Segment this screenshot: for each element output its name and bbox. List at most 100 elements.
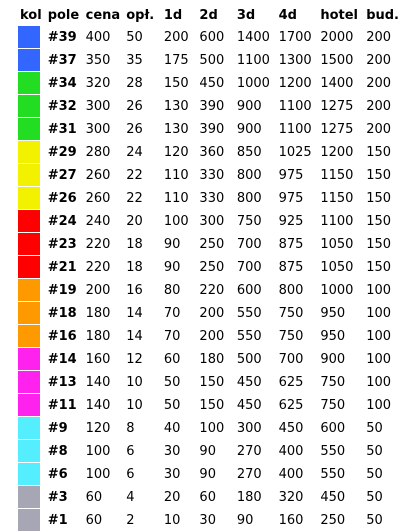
cell-4d: 625 <box>278 397 304 413</box>
cell-bud: 100 <box>366 397 392 413</box>
cell-cena: 260 <box>85 190 111 206</box>
table-row: #26 260 22 110 330 800 975 1150 150 <box>18 187 401 209</box>
cell-4d: 750 <box>278 328 304 344</box>
cell-cena: 320 <box>85 75 111 91</box>
color-swatch <box>18 141 40 163</box>
cell-cena: 180 <box>85 328 111 344</box>
color-swatch <box>18 118 40 140</box>
table-row: #23 220 18 90 250 700 875 1050 150 <box>18 233 401 255</box>
cell-1d: 150 <box>163 75 189 91</box>
table-row: #9 120 8 40 100 300 450 600 50 <box>18 417 401 439</box>
color-swatch-cell <box>18 463 44 485</box>
color-swatch <box>18 440 40 462</box>
cell-3d: 900 <box>236 98 262 114</box>
cell-2d: 390 <box>199 98 225 114</box>
cell-1d: 20 <box>163 489 181 505</box>
color-swatch-cell <box>18 371 44 393</box>
table-row: #37 350 35 175 500 1100 1300 1500 200 <box>18 49 401 71</box>
cell-pole: #16 <box>47 328 77 344</box>
cell-hotel: 1500 <box>320 52 354 68</box>
cell-4d: 1025 <box>278 144 312 160</box>
cell-opl: 22 <box>126 190 143 206</box>
cell-4d: 1100 <box>278 98 312 114</box>
property-table: kol pole cena opł. 1d 2d 3d 4d hotel bud… <box>16 5 403 532</box>
cell-pole: #23 <box>47 236 77 252</box>
cell-opl: 6 <box>126 466 135 482</box>
cell-4d: 1100 <box>278 121 312 137</box>
color-swatch-cell <box>18 279 44 301</box>
color-swatch <box>18 302 40 324</box>
header-cena: cena <box>85 8 121 23</box>
cell-pole: #1 <box>47 512 68 528</box>
cell-2d: 500 <box>199 52 225 68</box>
cell-2d: 390 <box>199 121 225 137</box>
cell-cena: 240 <box>85 213 111 229</box>
cell-hotel: 600 <box>320 420 346 436</box>
cell-bud: 150 <box>366 213 392 229</box>
cell-cena: 220 <box>85 259 111 275</box>
cell-cena: 100 <box>85 466 111 482</box>
cell-1d: 100 <box>163 213 189 229</box>
cell-2d: 150 <box>199 397 225 413</box>
cell-1d: 120 <box>163 144 189 160</box>
cell-3d: 1400 <box>236 29 270 45</box>
cell-opl: 2 <box>126 512 135 528</box>
cell-hotel: 450 <box>320 489 346 505</box>
color-swatch-cell <box>18 164 44 186</box>
cell-2d: 100 <box>199 420 225 436</box>
color-swatch <box>18 486 40 508</box>
cell-opl: 4 <box>126 489 135 505</box>
cell-pole: #24 <box>47 213 77 229</box>
cell-3d: 180 <box>236 489 262 505</box>
color-swatch-cell <box>18 325 44 347</box>
cell-pole: #14 <box>47 351 77 367</box>
header-4d: 4d <box>278 8 297 23</box>
cell-pole: #34 <box>47 75 77 91</box>
cell-hotel: 750 <box>320 397 346 413</box>
cell-4d: 625 <box>278 374 304 390</box>
cell-2d: 150 <box>199 374 225 390</box>
cell-pole: #11 <box>47 397 77 413</box>
cell-1d: 40 <box>163 420 181 436</box>
color-swatch-cell <box>18 95 44 117</box>
cell-3d: 270 <box>236 466 262 482</box>
header-2d: 2d <box>199 8 218 23</box>
cell-bud: 200 <box>366 121 392 137</box>
cell-2d: 330 <box>199 167 225 183</box>
cell-pole: #21 <box>47 259 77 275</box>
cell-bud: 200 <box>366 98 392 114</box>
cell-cena: 220 <box>85 236 111 252</box>
cell-3d: 450 <box>236 374 262 390</box>
cell-hotel: 1275 <box>320 121 354 137</box>
cell-1d: 175 <box>163 52 189 68</box>
color-swatch <box>18 72 40 94</box>
cell-cena: 60 <box>85 512 103 528</box>
cell-opl: 35 <box>126 52 143 68</box>
color-swatch-cell <box>18 486 44 508</box>
color-swatch-cell <box>18 394 44 416</box>
cell-pole: #8 <box>47 443 68 459</box>
cell-pole: #27 <box>47 167 77 183</box>
header-row: kol pole cena opł. 1d 2d 3d 4d hotel bud… <box>18 6 401 25</box>
cell-3d: 850 <box>236 144 262 160</box>
cell-1d: 30 <box>163 466 181 482</box>
cell-3d: 1100 <box>236 52 270 68</box>
table-row: #13 140 10 50 150 450 625 750 100 <box>18 371 401 393</box>
cell-pole: #9 <box>47 420 68 436</box>
cell-bud: 200 <box>366 52 392 68</box>
cell-opl: 6 <box>126 443 135 459</box>
cell-opl: 50 <box>126 29 143 45</box>
cell-4d: 160 <box>278 512 304 528</box>
cell-3d: 700 <box>236 236 262 252</box>
cell-cena: 60 <box>85 489 103 505</box>
color-swatch-cell <box>18 509 44 531</box>
table-row: #6 100 6 30 90 270 400 550 50 <box>18 463 401 485</box>
cell-2d: 30 <box>199 512 216 528</box>
cell-hotel: 250 <box>320 512 346 528</box>
color-swatch <box>18 325 40 347</box>
table-row: #29 280 24 120 360 850 1025 1200 150 <box>18 141 401 163</box>
color-swatch <box>18 417 40 439</box>
cell-2d: 450 <box>199 75 225 91</box>
table-row: #31 300 26 130 390 900 1100 1275 200 <box>18 118 401 140</box>
table-row: #8 100 6 30 90 270 400 550 50 <box>18 440 401 462</box>
